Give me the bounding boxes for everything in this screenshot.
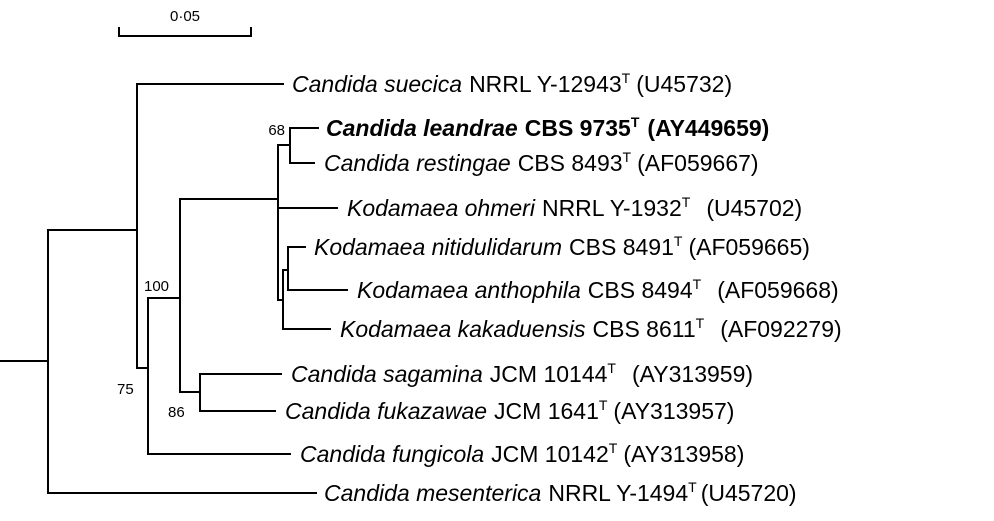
taxon-name: Candida suecica [292,71,462,97]
type-strain-mark: T [607,360,616,376]
scale-bar-label: 0·05 [170,8,200,25]
scale-bar: 0·05 [118,8,252,37]
type-strain-mark: T [631,114,640,130]
taxon-label-nitidulidarum: Kodamaea nitidulidarum CBS 8491T (AF059665… [314,233,810,260]
taxon-accession: (AY449659) [647,115,769,141]
taxon-strain: CBS 9735 [525,115,631,141]
taxon-name: Kodamaea ohmeri [347,195,536,221]
type-strain-mark: T [599,397,608,413]
taxon-label-fukazawae: Candida fukazawae JCM 1641T (AY313957) [285,397,734,424]
type-strain-mark: T [693,276,702,292]
taxon-name: Kodamaea kakaduensis [340,316,586,342]
taxon-label-anthophila: Kodamaea anthophila CBS 8494T (AF059668) [357,276,839,303]
taxon-label-sagamina: Candida sagamina JCM 10144T (AY313959) [291,360,753,387]
bootstrap-68: 68 [268,122,285,139]
taxon-strain: JCM 1641 [494,398,599,424]
taxon-name: Candida sagamina [291,361,483,387]
type-strain-mark: T [682,194,691,210]
taxon-label-mesenterica: Candida mesenterica NRRL Y-1494T (U45720) [324,479,797,506]
taxon-label-kakaduensis: Kodamaea kakaduensis CBS 8611T (AF092279) [340,315,842,342]
bootstrap-100: 100 [144,278,169,295]
taxon-strain: NRRL Y-1494 [548,480,688,506]
taxon-label-fungicola: Candida fungicola JCM 10142T (AY313958) [300,440,744,467]
type-strain-mark: T [622,70,631,86]
taxon-accession: (AY313958) [623,441,744,467]
bootstrap-75: 75 [117,381,134,398]
taxon-accession: (AF059667) [637,150,758,176]
taxon-name: Candida restingae [324,150,511,176]
bootstrap-86: 86 [168,404,185,421]
taxon-name: Candida leandrae [326,115,518,141]
taxon-label-ohmeri: Kodamaea ohmeri NRRL Y-1932T (U45702) [347,194,802,221]
type-strain-mark: T [623,149,632,165]
bootstrap-values: 68 100 86 75 [117,122,285,421]
tree-branches [0,83,348,494]
taxon-strain: CBS 8491 [569,234,674,260]
taxon-accession: (AF092279) [720,316,841,342]
taxon-name: Candida fungicola [300,441,484,467]
taxon-accession: (U45720) [701,480,797,506]
taxon-strain: CBS 8493 [518,150,623,176]
type-strain-mark: T [609,440,618,456]
taxon-accession: (AY313959) [632,361,753,387]
taxon-label-leandrae: Candida leandrae CBS 9735T (AY449659) [326,114,769,141]
taxon-accession: (U45702) [706,195,802,221]
taxon-strain: NRRL Y-12943 [469,71,622,97]
taxon-labels: Candida suecica NRRL Y-12943T (U45732) Can… [285,70,842,506]
taxon-name: Candida fukazawae [285,398,487,424]
taxon-accession: (AF059665) [688,234,809,260]
taxon-name: Candida mesenterica [324,480,541,506]
taxon-strain: JCM 10144 [490,361,608,387]
taxon-strain: JCM 10142 [491,441,609,467]
type-strain-mark: T [696,315,705,331]
type-strain-mark: T [674,233,683,249]
taxon-accession: (U45732) [636,71,732,97]
taxon-strain: CBS 8494 [588,277,693,303]
taxon-name: Kodamaea anthophila [357,277,581,303]
taxon-accession: (AY313957) [613,398,734,424]
taxon-strain: CBS 8611 [593,316,696,342]
taxon-label-restingae: Candida restingae CBS 8493T (AF059667) [324,149,759,176]
taxon-name: Kodamaea nitidulidarum [314,234,562,260]
taxon-strain: NRRL Y-1932 [542,195,682,221]
type-strain-mark: T [688,479,697,495]
taxon-label-suecica: Candida suecica NRRL Y-12943T (U45732) [292,70,732,97]
taxon-accession: (AF059668) [717,277,838,303]
